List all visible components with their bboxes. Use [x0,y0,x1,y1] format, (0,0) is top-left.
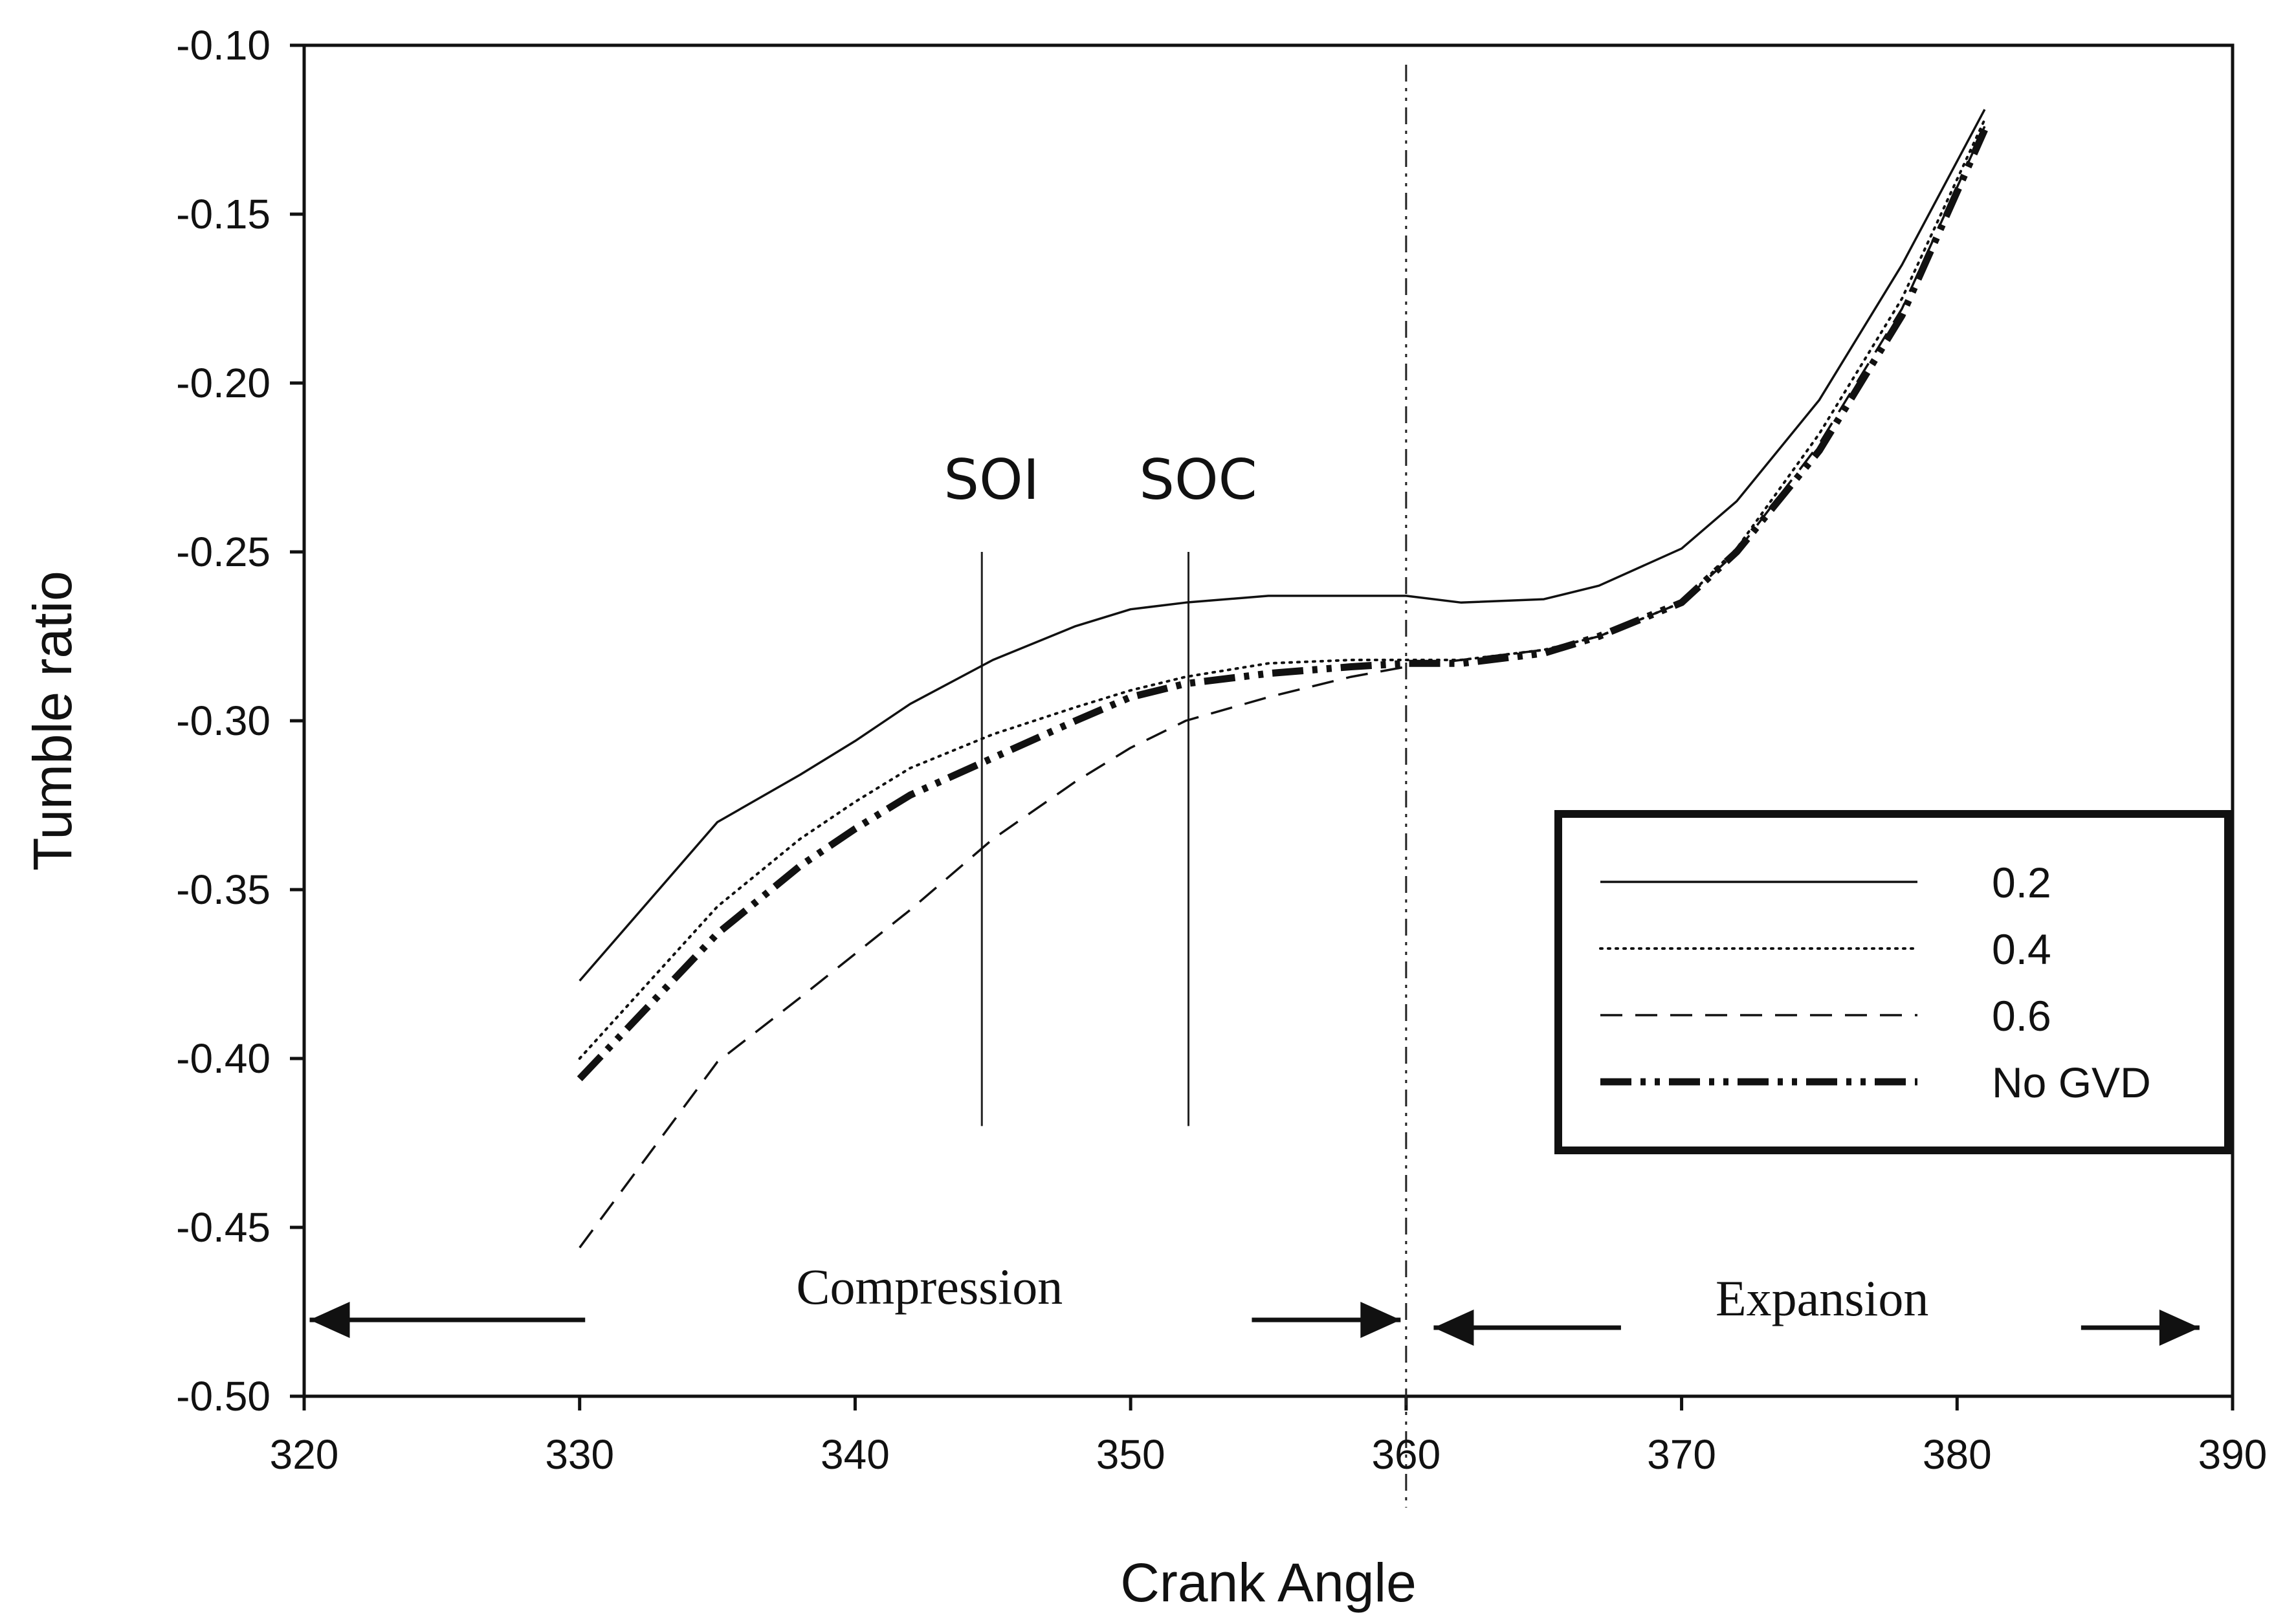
x-tick-label: 340 [821,1431,890,1478]
x-tick-label: 330 [545,1431,614,1478]
x-tick-label: 350 [1096,1431,1165,1478]
x-tick-label: 370 [1647,1431,1716,1478]
y-axis-title: Tumble ratio [22,571,83,871]
y-tick-label: -0.10 [176,22,270,69]
y-tick-label: -0.25 [176,529,270,575]
x-tick-label: 380 [1923,1431,1992,1478]
x-tick-label: 360 [1371,1431,1441,1478]
legend-label-0.6: 0.6 [1992,992,2051,1040]
series-line-0.2 [579,109,1986,982]
plot-frame [302,43,2235,1398]
expansion-right-arrow-head [2159,1310,2200,1346]
y-tick-label: -0.45 [176,1204,270,1251]
compression-right-arrow-head [1360,1302,1401,1338]
y-tick-label: -0.40 [176,1035,270,1082]
y-tick-label: -0.20 [176,360,270,406]
legend-box [1554,810,2232,1154]
legend-label-0.2: 0.2 [1992,859,2051,906]
compression-left-arrow-head [309,1302,350,1338]
y-tick-label: -0.50 [176,1373,270,1420]
x-tick-label: 320 [270,1431,339,1478]
marker-label-soi: SOI [944,448,1039,512]
y-tick-label: -0.35 [176,866,270,913]
expansion-label: Expansion [1716,1270,1928,1326]
legend-label-no-gvd: No GVD [1992,1059,2151,1106]
marker-label-soc: SOC [1139,448,1257,512]
series-line-no-gvd [577,128,1988,1082]
x-tick-label: 390 [2198,1431,2268,1478]
legend-label-0.4: 0.4 [1992,925,2051,973]
y-tick-label: -0.30 [176,697,270,744]
expansion-left-arrow-head [1433,1310,1474,1346]
y-tick-label: -0.15 [176,191,270,237]
x-axis-title: Crank Angle [1120,1552,1417,1613]
compression-label: Compression [797,1258,1063,1315]
